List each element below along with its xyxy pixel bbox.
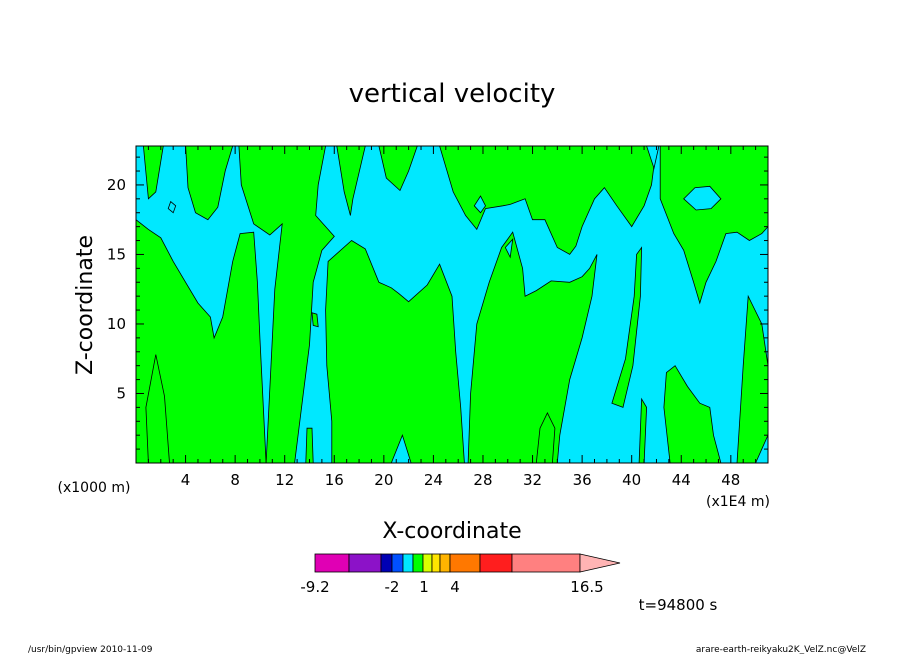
colorbar-label: 1 [419, 578, 429, 596]
colorbar-segment [348, 553, 382, 573]
colorbar-segment [391, 553, 404, 573]
x-tick-label: 8 [230, 471, 240, 489]
colorbar [314, 553, 621, 573]
negative-velocity-region [646, 146, 660, 170]
positive-velocity-region [305, 427, 314, 463]
y-axis-label: Z-coordinate [73, 235, 98, 375]
y-tick-label: 20 [107, 176, 126, 194]
x-tick-label: 44 [672, 471, 691, 489]
colorbar-segment [479, 553, 513, 573]
positive-velocity-region [663, 365, 722, 463]
plot-area [135, 145, 769, 464]
x-tick-label: 24 [424, 471, 443, 489]
colorbar-segment [511, 553, 581, 573]
y-axis: 5 10 15 20 [107, 156, 768, 450]
positive-velocity-region [378, 146, 418, 192]
colorbar-labels: -9.2 -2 1 4 16.5 [300, 578, 603, 596]
plot-frame [135, 145, 769, 464]
x-tick-label: 20 [374, 471, 393, 489]
x-tick-label: 40 [622, 471, 641, 489]
x-unit-left-label: (x1000 m) [58, 480, 131, 496]
negative-velocity-region [167, 200, 177, 214]
y-tick-label: 15 [107, 245, 126, 263]
positive-velocity-region [238, 146, 335, 463]
positive-velocity-region [659, 146, 768, 305]
colorbar-segment [402, 553, 414, 573]
positive-velocity-region [439, 146, 657, 255]
negative-velocity-region [473, 195, 486, 214]
y-tick-label: 10 [107, 315, 126, 333]
colorbar-segment [412, 553, 424, 573]
positive-velocity-region [535, 411, 556, 463]
positive-velocity-region [736, 294, 768, 463]
time-label: t=94800 s [639, 596, 718, 614]
footer-left-text: /usr/bin/gpview 2010-11-09 [28, 645, 153, 654]
x-axis-label: X-coordinate [382, 519, 521, 544]
colorbar-label: -2 [385, 578, 400, 596]
colorbar-label: 4 [450, 578, 460, 596]
colorbar-segment [449, 553, 481, 573]
negative-velocity-region [504, 237, 514, 259]
colorbar-segment [439, 553, 451, 573]
positive-velocity-region [611, 246, 643, 408]
velocity-regions [136, 146, 768, 463]
footer-right-text: arare-earth-reikyaku2K_VelZ.nc@VelZ [696, 645, 866, 654]
x-tick-label: 12 [275, 471, 294, 489]
positive-velocity-region [467, 231, 598, 463]
negative-velocity-region [683, 185, 722, 211]
x-tick-label: 48 [721, 471, 740, 489]
colorbar-label: 16.5 [570, 578, 603, 596]
x-tick-label: 4 [181, 471, 191, 489]
positive-velocity-region [336, 146, 366, 216]
x-unit-right-label: (x1E4 m) [706, 494, 770, 510]
colorbar-segment [431, 553, 441, 573]
colorbar-segment [380, 553, 393, 573]
positive-velocity-region [142, 146, 164, 200]
x-axis: 4 8 12 16 20 24 28 32 36 40 44 48 [147, 146, 757, 489]
x-tick-label: 36 [573, 471, 592, 489]
x-tick-label: 16 [325, 471, 344, 489]
positive-velocity-region [185, 146, 234, 221]
chart-title: vertical velocity [349, 79, 556, 109]
positive-velocity-region [136, 219, 267, 463]
positive-velocity-region [311, 312, 319, 328]
colorbar-segment [314, 553, 350, 573]
x-tick-label: 28 [473, 471, 492, 489]
x-tick-label: 32 [523, 471, 542, 489]
colorbar-segment [422, 553, 433, 573]
colorbar-label: -9.2 [300, 578, 329, 596]
y-tick-label: 5 [116, 384, 126, 402]
colorbar-extend-arrow [579, 553, 621, 573]
positive-velocity-region [638, 397, 648, 463]
positive-velocity-region [325, 240, 465, 463]
